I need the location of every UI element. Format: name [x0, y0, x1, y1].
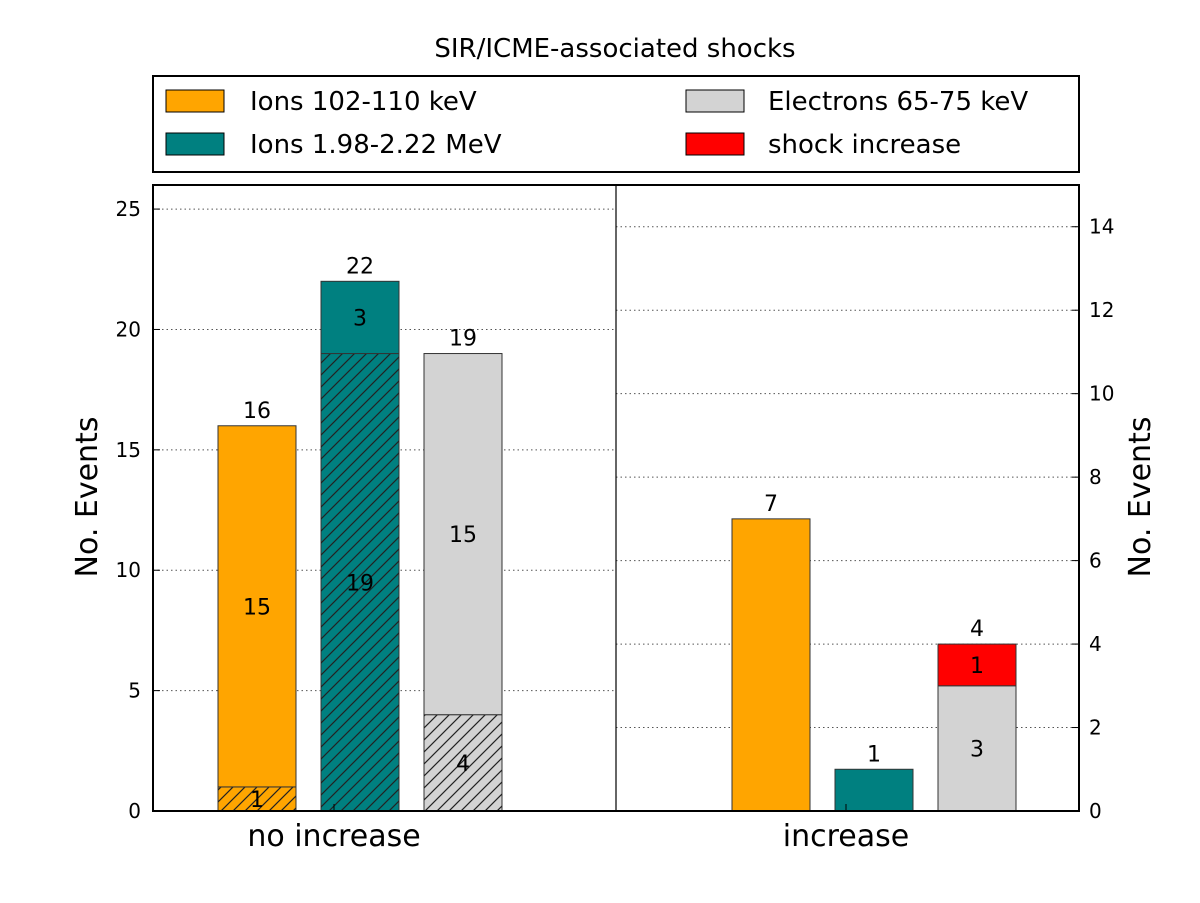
y-tick-label-right-6: 12 — [1089, 298, 1114, 322]
y-tick-label-right-2: 4 — [1089, 632, 1102, 656]
segment-label-p0-b2-seg0: 4 — [456, 752, 470, 777]
x-category-increase: increase — [783, 819, 909, 854]
y-tick-label-right-0: 0 — [1089, 799, 1102, 823]
y-tick-label-right-5: 10 — [1089, 382, 1114, 406]
y-tick-label-left-2: 10 — [116, 558, 141, 582]
legend-label-ions-high: Ions 1.98-2.22 MeV — [250, 130, 502, 160]
segment-label-p1-b2-seg0: 3 — [970, 737, 984, 762]
bar-p0-b1-seg1 — [320, 280, 400, 355]
legend: Ions 102-110 keV Electrons 65-75 keV Ion… — [152, 75, 1080, 173]
bar-p1-b1-seg0 — [834, 768, 914, 812]
total-label-p0-b0: 16 — [243, 399, 271, 424]
bar-hatch-p0-b1-seg0 — [321, 353, 399, 811]
segment-label-p0-b0-seg1: 15 — [243, 595, 271, 620]
total-label-p1-b0: 7 — [764, 492, 778, 517]
legend-label-shock-increase: shock increase — [768, 130, 961, 160]
legend-swatch-ions-low — [165, 89, 225, 113]
chart-title: SIR/ICME-associated shocks — [434, 34, 795, 64]
legend-label-electrons: Electrons 65-75 keV — [768, 87, 1028, 117]
y-tick-label-right-3: 6 — [1089, 549, 1102, 573]
bar-hatch-p0-b0-seg0 — [218, 786, 296, 811]
bar-p1-b0-seg0 — [731, 518, 811, 812]
bar-p1-b2-seg1 — [937, 643, 1017, 687]
y-axis-label-right: No. Events — [1123, 417, 1158, 578]
x-category-no-increase: no increase — [247, 819, 420, 854]
bar-p0-b0-seg1 — [217, 425, 297, 788]
y-tick-label-left-1: 5 — [128, 679, 141, 703]
y-tick-label-right-7: 14 — [1089, 215, 1114, 239]
legend-swatch-electrons — [685, 89, 745, 113]
legend-swatch-shock-increase — [685, 132, 745, 156]
y-axis-label-left: No. Events — [70, 417, 105, 578]
y-tick-label-left-3: 15 — [116, 438, 141, 462]
total-label-p0-b1: 22 — [346, 254, 374, 279]
segment-label-p1-b2-seg1: 1 — [970, 654, 984, 679]
segment-label-p0-b0-seg0: 1 — [250, 788, 264, 813]
segment-label-p0-b1-seg1: 3 — [353, 306, 367, 331]
y-tick-label-left-4: 20 — [116, 317, 141, 341]
bar-hatch-p0-b2-seg0 — [424, 714, 502, 811]
y-tick-label-left-0: 0 — [128, 799, 141, 823]
y-tick-label-right-1: 2 — [1089, 716, 1102, 740]
segment-label-p0-b2-seg1: 15 — [449, 523, 477, 548]
legend-swatch-ions-high — [165, 132, 225, 156]
legend-frame — [152, 75, 1080, 173]
total-label-p1-b2: 4 — [970, 617, 984, 642]
bar-p1-b2-seg0 — [937, 685, 1017, 812]
y-tick-label-right-4: 8 — [1089, 465, 1102, 489]
total-label-p0-b2: 19 — [449, 327, 477, 352]
total-label-p1-b1: 1 — [867, 742, 881, 767]
segment-label-p0-b1-seg0: 19 — [346, 571, 374, 596]
y-tick-label-left-5: 25 — [116, 197, 141, 221]
bar-p0-b2-seg1 — [423, 353, 503, 716]
legend-label-ions-low: Ions 102-110 keV — [250, 87, 477, 117]
